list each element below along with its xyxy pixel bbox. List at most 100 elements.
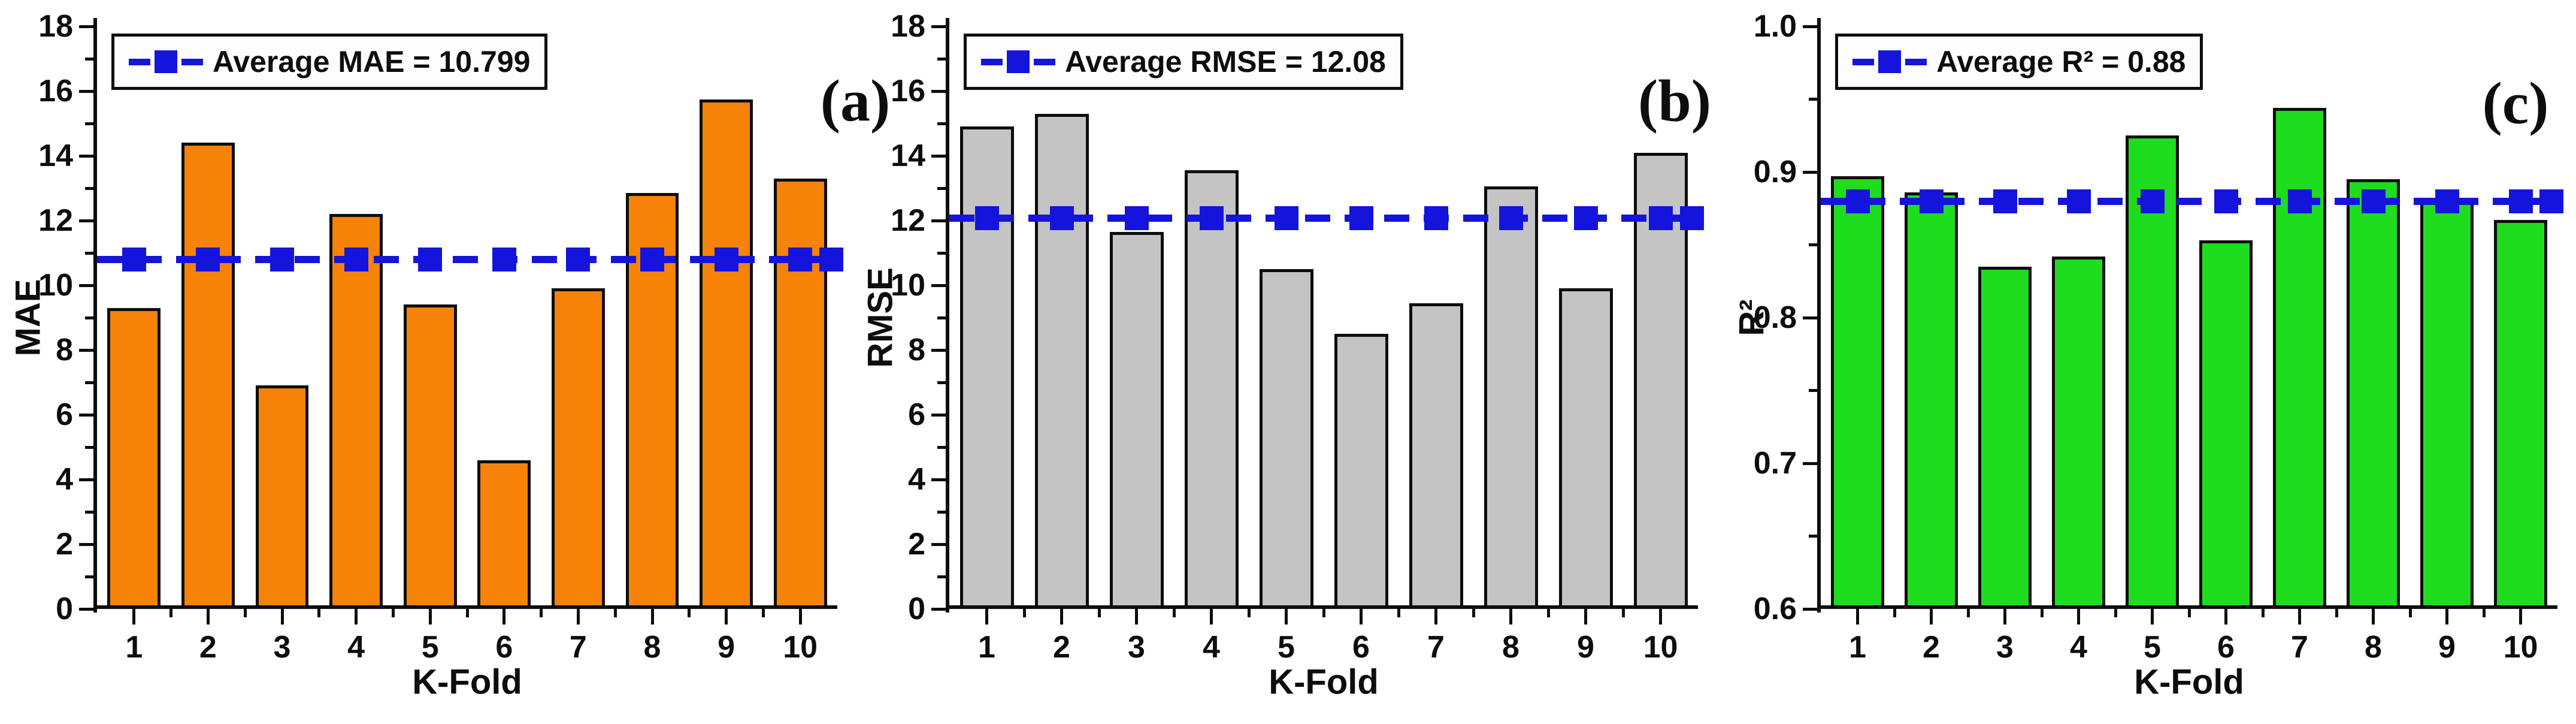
x-tick-minor xyxy=(1966,609,1970,617)
y-tick-label: 2 xyxy=(908,527,925,562)
y-tick-major xyxy=(79,219,93,222)
x-tick-minor xyxy=(1621,609,1625,617)
legend-dash-icon xyxy=(181,58,203,65)
x-axis-line xyxy=(93,605,837,609)
y-tick-label: 10 xyxy=(38,268,73,303)
x-tick-label: 1 xyxy=(978,630,995,665)
average-line-marker xyxy=(788,247,813,272)
y-tick-major xyxy=(1803,316,1817,319)
x-tick-minor xyxy=(2482,609,2486,617)
y-axis-line xyxy=(93,18,97,613)
x-tick-label: 2 xyxy=(1923,630,1940,665)
x-tick-minor xyxy=(243,609,247,617)
y-axis-label: RMSE xyxy=(861,267,900,368)
bar xyxy=(700,99,753,609)
x-tick-major xyxy=(206,609,210,625)
x-tick-major xyxy=(1856,609,1859,625)
x-tick-major xyxy=(650,609,654,625)
x-tick-label: 2 xyxy=(199,630,217,665)
y-tick-minor xyxy=(85,510,93,514)
average-line-marker xyxy=(1845,189,1870,213)
x-tick-label: 1 xyxy=(125,630,143,665)
y-tick-label: 16 xyxy=(891,74,925,108)
bar xyxy=(107,307,161,609)
y-tick-major xyxy=(79,478,93,481)
bar xyxy=(773,178,827,609)
y-tick-major xyxy=(931,283,946,287)
x-tick-major xyxy=(1659,609,1662,625)
legend-dash-icon xyxy=(1905,58,1927,65)
x-tick-label: 10 xyxy=(1643,630,1678,665)
average-line-marker xyxy=(122,247,146,272)
bar xyxy=(477,460,531,609)
average-line-marker xyxy=(196,247,220,272)
y-tick-major xyxy=(1803,170,1817,174)
x-tick-minor xyxy=(1546,609,1550,617)
x-tick-major xyxy=(2003,609,2006,625)
x-tick-minor xyxy=(761,609,765,617)
average-line-marker xyxy=(566,247,591,272)
y-tick-label: 14 xyxy=(38,138,73,173)
legend-line-sample xyxy=(1852,50,1927,73)
x-tick-minor xyxy=(1097,609,1101,617)
y-tick-minor xyxy=(85,575,93,578)
x-tick-label: 1 xyxy=(1849,630,1866,665)
x-tick-major xyxy=(798,609,802,625)
y-tick-minor xyxy=(937,316,946,319)
plot-area: Average R² = 0.88 0.6 0.7 0.8 0.9 1.0 1 2 3 4 5 6 7… xyxy=(1754,9,2563,664)
y-tick-major xyxy=(79,413,93,417)
x-tick-major xyxy=(1434,609,1437,625)
average-line-marker xyxy=(2214,189,2238,213)
average-line-marker xyxy=(1499,206,1523,230)
x-tick-minor xyxy=(2261,609,2265,617)
x-tick-label: 4 xyxy=(2070,630,2087,665)
legend-line-sample xyxy=(981,50,1055,73)
y-tick-label: 10 xyxy=(891,268,925,303)
average-line-marker xyxy=(492,247,516,272)
x-tick-major xyxy=(2372,609,2375,625)
x-tick-major xyxy=(132,609,136,625)
bar xyxy=(1259,269,1313,609)
y-tick-minor xyxy=(937,186,946,190)
y-tick-minor xyxy=(937,57,946,61)
y-tick-label: 0.8 xyxy=(1753,300,1797,335)
x-tick-major xyxy=(2151,609,2154,625)
average-line-marker xyxy=(2287,189,2312,213)
bar xyxy=(2420,201,2474,609)
y-tick-minor xyxy=(937,251,946,255)
y-tick-major xyxy=(931,542,946,546)
legend-dash-icon xyxy=(129,58,150,65)
average-line-marker xyxy=(1349,206,1373,230)
x-tick-major xyxy=(2445,609,2448,625)
bar xyxy=(1905,192,1958,609)
bar xyxy=(329,214,383,609)
x-tick-major xyxy=(1060,609,1063,625)
x-tick-major xyxy=(2224,609,2227,625)
x-tick-minor xyxy=(540,609,543,617)
y-tick-major xyxy=(79,542,93,546)
average-line-marker xyxy=(1573,206,1598,230)
legend: Average R² = 0.88 xyxy=(1835,34,2203,90)
x-tick-label: 8 xyxy=(2365,630,2382,665)
x-tick-label: 7 xyxy=(569,630,587,665)
x-tick-label: 9 xyxy=(2438,630,2456,665)
legend: Average RMSE = 12.08 xyxy=(964,34,1403,90)
x-tick-label: 4 xyxy=(347,630,365,665)
legend: Average MAE = 10.799 xyxy=(111,34,548,90)
y-tick-label: 0.7 xyxy=(1753,446,1797,481)
y-axis-label: MAE xyxy=(8,279,48,357)
panel-letter: (c) xyxy=(2482,70,2549,137)
y-axis-line xyxy=(1817,18,1821,613)
bar xyxy=(181,143,235,609)
y-tick-label: 12 xyxy=(38,203,73,238)
x-tick-label: 6 xyxy=(2217,630,2235,665)
y-tick-major xyxy=(79,607,93,611)
x-tick-label: 5 xyxy=(2144,630,2161,665)
y-tick-label: 6 xyxy=(908,397,925,432)
x-tick-label: 5 xyxy=(1278,630,1295,665)
x-tick-label: 8 xyxy=(643,630,661,665)
y-tick-major xyxy=(79,89,93,93)
y-tick-minor xyxy=(1809,535,1817,538)
average-line-marker xyxy=(1199,206,1224,230)
x-tick-minor xyxy=(2187,609,2191,617)
